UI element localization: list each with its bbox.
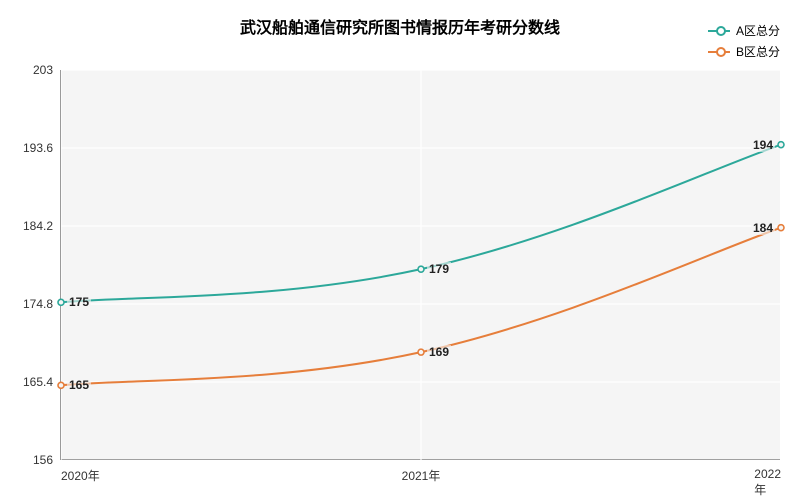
legend-label-a: A区总分: [736, 22, 780, 39]
data-label: 194: [751, 138, 775, 152]
data-label: 165: [67, 378, 91, 392]
chart-container: 武汉船舶通信研究所图书情报历年考研分数线 A区总分 B区总分 156165.41…: [0, 0, 800, 500]
plot-area: 156165.4174.8184.2193.62032020年2021年2022…: [60, 70, 780, 460]
data-label: 184: [751, 221, 775, 235]
y-tick-label: 156: [33, 453, 53, 467]
y-tick-label: 193.6: [23, 141, 53, 155]
legend-item-a: A区总分: [708, 22, 780, 39]
chart-title: 武汉船舶通信研究所图书情报历年考研分数线: [240, 14, 560, 38]
data-label: 175: [67, 295, 91, 309]
y-tick-label: 203: [33, 63, 53, 77]
legend-label-b: B区总分: [736, 43, 780, 60]
x-tick-label: 2021年: [402, 467, 441, 484]
legend-item-b: B区总分: [708, 43, 780, 60]
legend-marker-a: [708, 30, 730, 32]
legend: A区总分 B区总分: [708, 22, 780, 64]
y-tick-label: 165.4: [23, 375, 53, 389]
data-label: 179: [427, 262, 451, 276]
plot-svg: [61, 70, 781, 460]
x-tick-label: 2022年: [754, 467, 781, 498]
data-label: 169: [427, 345, 451, 359]
x-tick-label: 2020年: [61, 467, 100, 484]
y-tick-label: 184.2: [23, 219, 53, 233]
y-tick-label: 174.8: [23, 297, 53, 311]
legend-marker-b: [708, 51, 730, 53]
